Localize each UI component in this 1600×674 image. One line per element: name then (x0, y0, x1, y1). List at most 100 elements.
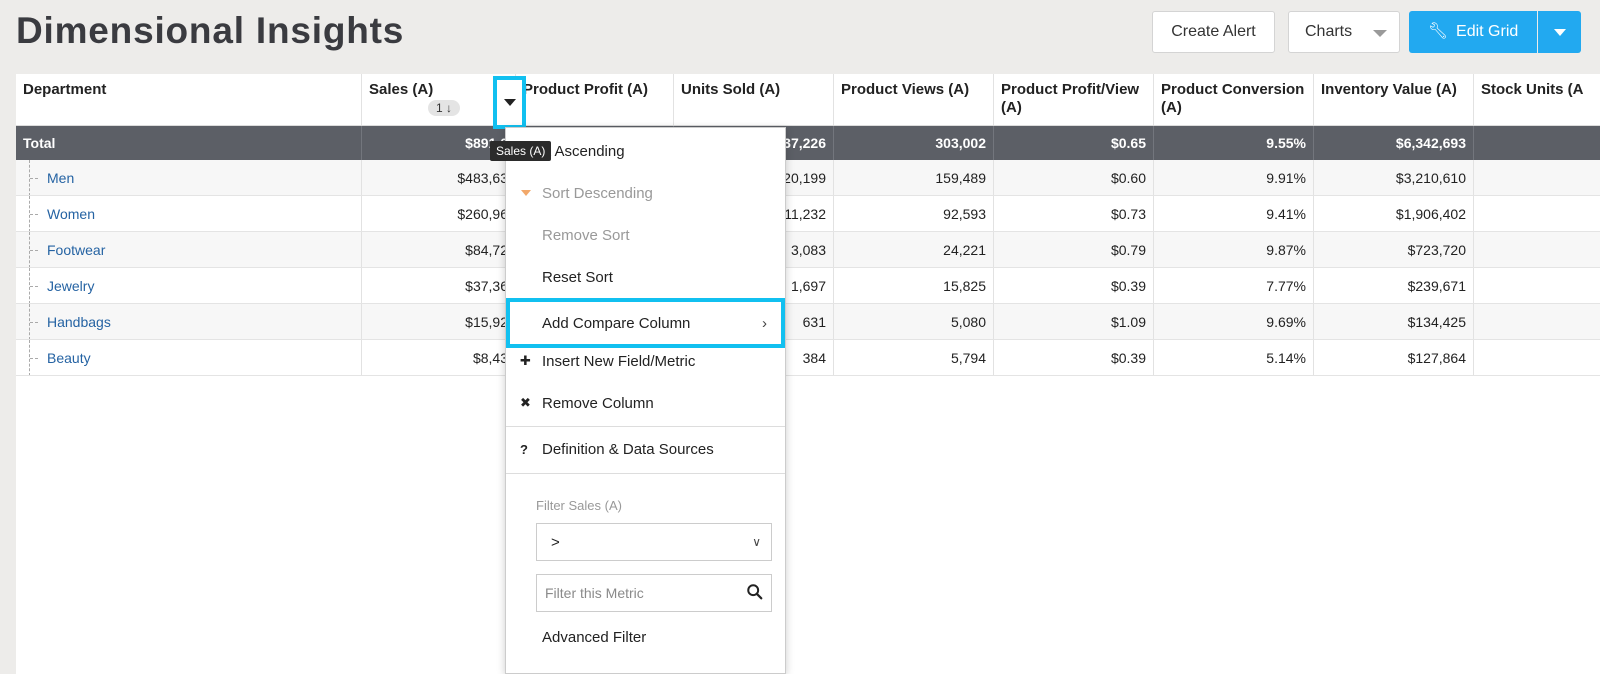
column-header-units-sold[interactable]: Units Sold (A) (674, 74, 834, 125)
edit-grid-options-button[interactable] (1538, 11, 1581, 53)
charts-dropdown[interactable]: Charts (1288, 11, 1400, 53)
column-header-product-views[interactable]: Product Views (A) (834, 74, 994, 125)
table-cell: 9.69% (1154, 304, 1314, 339)
table-cell: 631 (674, 304, 834, 339)
create-alert-button[interactable]: Create Alert (1152, 11, 1275, 53)
column-header-inventory-value[interactable]: Inventory Value (A) (1314, 74, 1474, 125)
table-row: Footwear $84,72 3,083 24,221 $0.79 9.87%… (16, 232, 1600, 268)
menu-label: Remove Column (542, 394, 654, 412)
table-cell: $127,864 (1314, 340, 1474, 375)
chevron-down-icon (1553, 28, 1566, 36)
department-cell: Footwear (16, 232, 362, 267)
total-cell: $6,342,693 (1314, 126, 1474, 160)
menu-divider (506, 426, 785, 427)
tree-connector (29, 304, 41, 339)
menu-insert-field[interactable]: ✚ Insert New Field/Metric (506, 340, 785, 382)
table-cell: 5,794 (834, 340, 994, 375)
column-menu-button[interactable] (493, 76, 526, 129)
total-row: Total $891,0 37,226 303,002 $0.65 9.55% … (16, 126, 1600, 160)
table-cell: $8,43 (362, 340, 516, 375)
column-header-product-profit-view[interactable]: Product Profit/View (A) (994, 74, 1154, 125)
table-cell: 1 (1474, 304, 1600, 339)
plus-icon: ✚ (520, 353, 531, 368)
department-link[interactable]: Jewelry (47, 277, 95, 294)
table-cell: 9.41% (1154, 196, 1314, 231)
table-cell: 11,232 (674, 196, 834, 231)
column-header-product-conversion[interactable]: Product Conversion (A) (1154, 74, 1314, 125)
column-header-product-profit[interactable]: Product Profit (A) (516, 74, 674, 125)
tree-connector (29, 196, 41, 231)
department-cell: Jewelry (16, 268, 362, 303)
table-cell: 20,199 (674, 160, 834, 195)
sort-order-badge[interactable]: 1 ↓ (428, 100, 461, 116)
department-link[interactable]: Women (47, 205, 95, 222)
table-cell: 1 (1474, 268, 1600, 303)
table-row: Jewelry $37,36 1,697 15,825 $0.39 7.77% … (16, 268, 1600, 304)
menu-sort-ascending[interactable]: rt Ascending (506, 130, 785, 172)
close-icon: ✖ (520, 395, 531, 410)
table-cell: 3,083 (674, 232, 834, 267)
search-icon[interactable] (746, 583, 764, 601)
table-cell: 1,697 (674, 268, 834, 303)
table-cell: $239,671 (1314, 268, 1474, 303)
column-header-stock-units[interactable]: Stock Units (A (1474, 74, 1600, 125)
tree-connector (29, 268, 41, 303)
table-cell: 5,080 (834, 304, 994, 339)
chevron-down-icon (1373, 30, 1387, 37)
menu-label: rt Ascending (542, 142, 625, 160)
filter-label: Filter Sales (A) (536, 498, 622, 513)
menu-sort-descending[interactable]: Sort Descending (506, 172, 785, 214)
menu-remove-sort[interactable]: Remove Sort (506, 214, 785, 256)
data-grid: Department Sales (A) Product Profit (A) … (16, 74, 1600, 674)
table-cell: 14 (1474, 196, 1600, 231)
table-cell: $15,92 (362, 304, 516, 339)
department-link[interactable]: Handbags (47, 313, 111, 330)
total-cell: 9.55% (1154, 126, 1314, 160)
column-header-department[interactable]: Department (16, 74, 362, 125)
edit-grid-button[interactable]: 🔧︎ Edit Grid (1409, 11, 1537, 53)
table-cell: $0.39 (994, 340, 1154, 375)
table-cell: 9.87% (1154, 232, 1314, 267)
menu-advanced-filter[interactable]: Advanced Filter (506, 616, 785, 658)
total-cell: $0.65 (994, 126, 1154, 160)
edit-grid-label: Edit Grid (1456, 23, 1519, 40)
table-cell: 384 (674, 340, 834, 375)
department-cell: Women (16, 196, 362, 231)
wrench-icon: 🔧︎ (1427, 23, 1449, 40)
menu-label: Advanced Filter (542, 628, 647, 646)
question-icon: ? (520, 441, 528, 457)
tree-connector (29, 340, 41, 375)
table-cell: 7.77% (1154, 268, 1314, 303)
page-title: Dimensional Insights (16, 10, 405, 51)
column-tooltip: Sales (A) (490, 141, 552, 161)
menu-label: Remove Sort (542, 226, 630, 244)
table-cell: 24,221 (834, 232, 994, 267)
table-cell: $84,72 (362, 232, 516, 267)
department-link[interactable]: Beauty (47, 349, 91, 366)
menu-add-compare-column[interactable]: Add Compare Column › (506, 298, 785, 348)
table-row: Beauty $8,43 384 5,794 $0.39 5.14% $127,… (16, 340, 1600, 376)
menu-label: Add Compare Column (542, 314, 691, 332)
department-link[interactable]: Footwear (47, 241, 106, 258)
table-cell: $723,720 (1314, 232, 1474, 267)
menu-reset-sort[interactable]: Reset Sort (506, 256, 785, 298)
menu-label: Reset Sort (542, 268, 613, 286)
table-row: Handbags $15,92 631 5,080 $1.09 9.69% $1… (16, 304, 1600, 340)
total-cell: 303,002 (834, 126, 994, 160)
grid-header-row: Department Sales (A) Product Profit (A) … (16, 74, 1600, 126)
filter-operator-value: > (551, 533, 560, 551)
filter-metric-input[interactable] (536, 574, 772, 612)
table-cell: $0.73 (994, 196, 1154, 231)
charts-label: Charts (1305, 23, 1353, 40)
column-context-menu: rt Ascending Sort Descending Remove Sort… (505, 127, 786, 674)
menu-definition[interactable]: ? Definition & Data Sources (506, 428, 785, 470)
menu-remove-column[interactable]: ✖ Remove Column (506, 382, 785, 424)
table-cell: 5.14% (1154, 340, 1314, 375)
table-cell: 9.91% (1154, 160, 1314, 195)
chevron-down-icon: ∨ (752, 535, 761, 549)
menu-divider (506, 473, 785, 474)
table-cell: 15,825 (834, 268, 994, 303)
table-row: Men $483,63 20,199 159,489 $0.60 9.91% $… (16, 160, 1600, 196)
filter-operator-select[interactable]: > ∨ (536, 523, 772, 561)
department-link[interactable]: Men (47, 169, 75, 186)
